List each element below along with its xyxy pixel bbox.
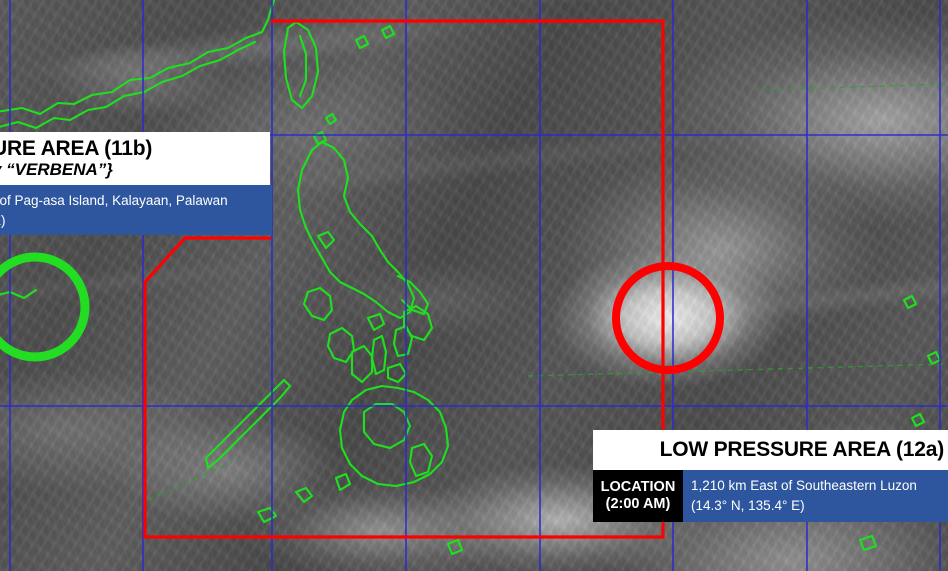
callout-lpa-12a: LOW PRESSURE AREA (12a) LOCATION (2:00 A… xyxy=(593,430,948,522)
lpa-12a-tag-line2: (2:00 AM) xyxy=(605,496,671,512)
coastline-taiwan xyxy=(282,20,320,110)
callout-lpa-12a-title-box: LOW PRESSURE AREA (12a) xyxy=(593,430,948,470)
coastline-batanes xyxy=(324,112,338,126)
callout-lpa-11b-location-box: t of Pag-asa Island, Kalayaan, Palawan E… xyxy=(0,185,272,235)
dashed-line-north xyxy=(759,83,948,91)
lpa-11b-alias: y “VERBENA”} xyxy=(0,160,113,180)
coastline-panay xyxy=(326,326,356,364)
lpa-12a-location-line1: 1,210 km East of Southeastern Luzon xyxy=(691,478,917,493)
coastline-mindanao-davao xyxy=(408,442,434,478)
coastline-isle-f xyxy=(902,294,918,310)
coastline-luzon xyxy=(296,140,416,320)
coastline-isle-e xyxy=(926,350,942,366)
coastline-masbate xyxy=(366,312,386,332)
coastline-mindanao xyxy=(338,384,450,488)
par-boundary-line xyxy=(143,19,665,539)
coastline-taiwan-inner xyxy=(298,34,308,98)
coastline-leyte xyxy=(392,324,414,358)
coastline-palawan xyxy=(204,378,292,470)
coastline-small-isle-b xyxy=(380,24,396,40)
lpa-12a-location-line2: (14.3° N, 135.4° E) xyxy=(691,497,805,513)
lpa-11b-marker-circle xyxy=(0,252,90,362)
coastline-mindanao-inner1 xyxy=(362,402,412,450)
callout-lpa-12a-location-tag: LOCATION (2:00 AM) xyxy=(593,470,683,522)
callout-lpa-12a-location-box: 1,210 km East of Southeastern Luzon (14.… xyxy=(683,470,948,522)
coastline-basilan xyxy=(334,472,352,492)
lpa-11b-location-line1: t of Pag-asa Island, Kalayaan, Palawan xyxy=(0,193,228,208)
lpa-11b-location-line2: E) xyxy=(0,212,6,228)
coastline-tawitawi xyxy=(256,506,278,524)
coastline-mindoro xyxy=(302,286,334,322)
coastline-borneo-sabah xyxy=(0,288,38,300)
coastline-sulu xyxy=(294,486,314,504)
callout-lpa-11b-title-box: URE AREA (11b) y “VERBENA”} xyxy=(0,132,270,185)
coastline-indochina-inner xyxy=(0,40,257,130)
callout-lpa-11b: URE AREA (11b) y “VERBENA”} t of Pag-asa… xyxy=(0,132,272,235)
lpa-12a-marker-circle xyxy=(612,262,724,374)
coastline-luzon-manila-bay xyxy=(316,230,336,250)
coastline-isle-g xyxy=(858,534,878,552)
coastline-isle-h xyxy=(446,538,464,556)
coastline-indochina xyxy=(0,0,276,116)
coastline-isle-d xyxy=(910,412,926,428)
coastline-babuyan xyxy=(312,130,328,146)
coastline-negros xyxy=(350,344,374,384)
lpa-11b-title: URE AREA (11b) xyxy=(0,137,153,161)
callout-lpa-12a-body: LOCATION (2:00 AM) 1,210 km East of Sout… xyxy=(593,470,948,522)
dashed-line-palawan xyxy=(147,461,233,501)
lpa-12a-title: LOW PRESSURE AREA (12a) xyxy=(659,438,945,461)
lpa-12a-tag-line1: LOCATION xyxy=(600,479,676,496)
coastline-layer xyxy=(0,0,942,556)
coastline-bohol xyxy=(386,362,408,384)
coastline-luzon-bicol xyxy=(396,274,430,316)
coastline-small-isle-a xyxy=(354,34,370,50)
dashed-line-mid xyxy=(527,363,948,377)
coastline-cebu xyxy=(370,334,388,376)
